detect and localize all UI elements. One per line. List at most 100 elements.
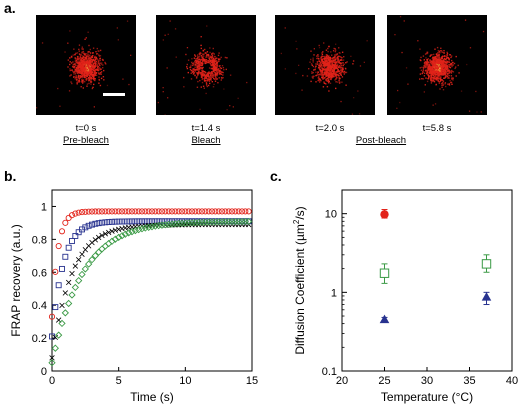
data-point	[133, 219, 138, 224]
caption-frame-1: t=0 s Pre-bleach	[36, 123, 136, 147]
data-point-blue	[482, 292, 492, 304]
data-point	[70, 271, 75, 276]
caption-frame-2: t=1.4 s Bleach	[156, 123, 256, 147]
data-point-red	[380, 210, 388, 219]
data-point	[116, 227, 121, 232]
data-point	[70, 238, 75, 243]
data-point	[60, 266, 65, 271]
marker	[380, 269, 388, 277]
frame-4-time: t=5.8 s	[387, 123, 487, 135]
diffusion-coefficient-chart: 20 25 30 35 40 0.1 1 10 Temperature (°C) Diffusio…	[270, 178, 520, 418]
data-point	[150, 219, 155, 224]
data-point	[63, 291, 68, 296]
marker	[482, 292, 492, 301]
x-tick-label: 40	[506, 375, 518, 387]
marker	[380, 315, 390, 324]
data-point-green	[380, 264, 388, 283]
fluorescent-spot	[158, 20, 248, 115]
data-point	[66, 245, 71, 250]
data-point	[59, 229, 64, 234]
data-point	[146, 219, 151, 224]
y-tick-label: 0.1	[322, 366, 337, 378]
x-tick-label: 15	[246, 375, 258, 387]
data-point	[69, 292, 75, 298]
data-point	[80, 252, 85, 257]
scale-bar	[103, 93, 125, 96]
data-point	[79, 271, 85, 277]
y-tick-label: 1	[41, 201, 47, 213]
caption-post-bleach: Post-bleach	[275, 135, 487, 147]
data-point	[140, 219, 145, 224]
plot-frame	[342, 190, 512, 371]
data-point	[56, 283, 61, 288]
data-point	[113, 228, 118, 233]
data-point-blue	[380, 315, 390, 324]
frame-post-bleach-late-image	[387, 15, 487, 115]
data-point	[126, 219, 131, 224]
data-point	[136, 219, 141, 224]
y-tick-label: 0.6	[32, 267, 47, 279]
frap-recovery-chart: 0 5 10 15 0 0.2 0.4 0.6 0.8 1 Time (s) FRAP recover…	[0, 178, 262, 418]
x-tick-label: 10	[179, 375, 191, 387]
data-point	[63, 254, 68, 259]
frame-2-time: t=1.4 s	[156, 123, 256, 135]
data-point	[52, 345, 58, 351]
data-point	[56, 332, 62, 338]
x-axis-label: Temperature (°C)	[381, 390, 473, 404]
frame-post-bleach-early-image	[275, 15, 375, 115]
data-point	[60, 303, 65, 308]
data-point	[246, 209, 251, 214]
data-point	[56, 243, 61, 248]
y-tick-label: 10	[325, 209, 337, 221]
data-point	[120, 219, 125, 224]
marker	[380, 210, 388, 218]
x-tick-label: 35	[463, 375, 475, 387]
data-point	[66, 280, 71, 285]
y-tick-label: 0.4	[32, 300, 47, 312]
y-tick-label: 0.8	[32, 234, 47, 246]
caption-frame-3: t=2.0 s	[275, 123, 385, 135]
y-axis-label: Diffusion Coefficient (µm2/s)	[292, 206, 307, 354]
y-axis-label: FRAP recovery (a.u.)	[9, 224, 23, 336]
data-point	[110, 219, 115, 224]
fluorescent-spot	[394, 16, 484, 113]
x-tick-label: 25	[378, 375, 390, 387]
data-point	[102, 243, 108, 249]
x-tick-label: 0	[49, 375, 55, 387]
x-axis-label: Time (s)	[130, 390, 174, 404]
y-tick-label: 0	[41, 366, 47, 378]
x-tick-label: 20	[336, 375, 348, 387]
frame-1-time: t=0 s	[36, 123, 136, 135]
data-point	[82, 266, 88, 272]
y-tick-label: 1	[331, 287, 337, 299]
data-point	[113, 219, 118, 224]
data-point	[72, 284, 78, 290]
frame-bleach-image	[156, 15, 256, 115]
data-point	[66, 300, 72, 306]
fluorescent-spot	[281, 27, 368, 115]
data-point	[143, 219, 148, 224]
y-tick-label: 0.2	[32, 333, 47, 345]
data-point	[62, 310, 68, 316]
data-point	[73, 264, 78, 269]
frame-1-stage: Pre-bleach	[36, 135, 136, 147]
panel-label-a: a.	[4, 0, 16, 16]
data-point	[116, 219, 121, 224]
data-point	[120, 226, 125, 231]
x-tick-label: 5	[116, 375, 122, 387]
data-point	[76, 257, 81, 262]
data-point	[99, 246, 105, 252]
frame-pre-bleach-image	[36, 15, 136, 115]
data-point	[53, 335, 58, 340]
series-black	[50, 222, 251, 360]
caption-frame-4: t=5.8 s	[387, 123, 487, 135]
data-point	[130, 219, 135, 224]
data-point	[123, 219, 128, 224]
data-point	[106, 220, 111, 225]
marker	[482, 260, 490, 268]
series-green	[49, 218, 252, 365]
x-tick-label: 30	[421, 375, 433, 387]
data-point-green	[482, 255, 490, 272]
data-point	[93, 237, 98, 242]
frame-2-stage: Bleach	[156, 135, 256, 147]
